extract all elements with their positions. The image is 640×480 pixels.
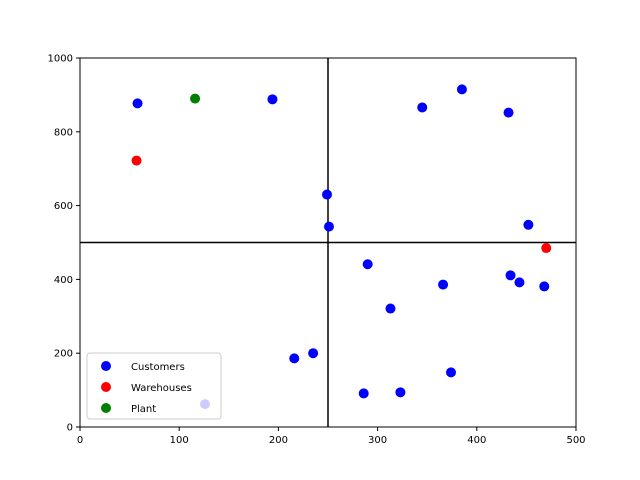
- x-tick-label: 300: [368, 435, 387, 446]
- customers-point: [308, 348, 319, 359]
- plant-point: [190, 93, 201, 104]
- y-tick-label: 0: [67, 423, 73, 434]
- y-axis-ticks: 0 200 400 600 800 1000: [48, 54, 80, 434]
- customers-point: [539, 281, 550, 292]
- plot-frame: [79, 57, 577, 428]
- customers-point: [132, 98, 143, 109]
- customers-point: [505, 270, 516, 281]
- warehouses-legend-label: Warehouses: [131, 383, 192, 394]
- customers-point: [267, 94, 278, 105]
- customers-point: [323, 221, 334, 232]
- legend: Customers Warehouses Plant: [86, 352, 222, 420]
- legend-box: [86, 352, 222, 420]
- customers-point: [417, 102, 428, 113]
- y-tick-label: 200: [54, 349, 73, 360]
- customers-legend-marker: [101, 361, 111, 371]
- y-tick-label: 600: [54, 201, 73, 212]
- customers-point: [395, 387, 406, 398]
- customers-point: [523, 219, 534, 230]
- customers-point: [446, 367, 457, 378]
- customers-point: [456, 84, 467, 95]
- x-tick-label: 500: [566, 435, 585, 446]
- customers-point: [289, 353, 300, 364]
- warehouses-legend-marker: [101, 382, 111, 392]
- customers-point: [362, 259, 373, 270]
- y-tick-label: 400: [54, 275, 73, 286]
- plant-legend-label: Plant: [131, 404, 156, 415]
- x-tick-label: 200: [269, 435, 288, 446]
- plant-legend-marker: [101, 403, 111, 413]
- x-tick-label: 100: [170, 435, 189, 446]
- warehouses-point: [541, 243, 552, 254]
- reference-lines: [80, 58, 576, 427]
- customers-legend-label: Customers: [131, 362, 185, 373]
- x-axis-ticks: 0 100 200 300 400 500: [77, 427, 586, 446]
- x-tick-label: 400: [467, 435, 486, 446]
- x-tick-label: 0: [77, 435, 83, 446]
- customers-point: [514, 277, 525, 288]
- customers-point: [438, 279, 449, 290]
- customers-point: [322, 189, 333, 200]
- customers-point: [358, 388, 369, 399]
- y-tick-label: 1000: [48, 54, 73, 65]
- y-tick-label: 800: [54, 127, 73, 138]
- customers-point: [503, 107, 514, 118]
- warehouses-point: [131, 155, 142, 166]
- customers-point: [385, 303, 396, 314]
